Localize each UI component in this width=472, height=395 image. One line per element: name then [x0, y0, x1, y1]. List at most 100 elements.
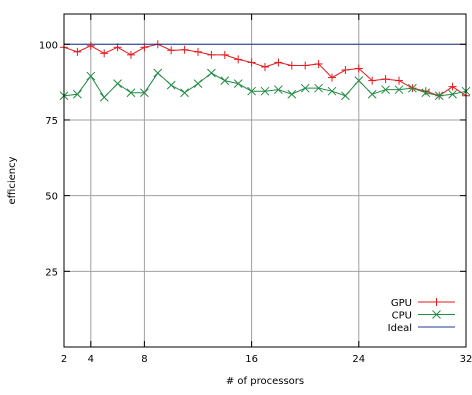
gpu-data-point	[301, 61, 310, 70]
cpu-data-point	[421, 88, 431, 98]
cross-marker-b	[180, 88, 189, 98]
gpu-data-point	[86, 41, 95, 50]
cross-marker-b	[421, 88, 431, 98]
y-tick-label: 25	[45, 267, 58, 278]
legend-label-gpu: GPU	[391, 298, 412, 309]
x-tick-label: 32	[460, 354, 472, 365]
gpu-data-point	[381, 75, 390, 84]
cross-marker-b	[314, 83, 323, 93]
x-axis-label: # of processors	[226, 376, 304, 387]
cpu-data-point	[99, 92, 109, 102]
x-tick-label: 2	[61, 354, 67, 365]
cross-marker-b	[408, 83, 417, 93]
legend-marker-gpu	[432, 298, 441, 306]
cpu-data-point	[86, 71, 96, 81]
gpu-data-point	[207, 50, 216, 59]
cpu-data-point	[207, 68, 216, 78]
cpu-data-point	[180, 88, 189, 98]
cross-marker-b	[260, 86, 270, 96]
cross-marker-b	[247, 86, 256, 96]
gpu-data-point	[341, 66, 350, 75]
x-tick-label: 24	[352, 354, 365, 365]
cpu-data-point	[314, 83, 323, 93]
cpu-data-point	[367, 89, 377, 99]
gpu-data-point	[261, 62, 269, 71]
x-tick-label: 16	[245, 354, 258, 365]
gpu-data-point	[368, 76, 377, 85]
cross-marker-b	[274, 85, 283, 95]
cpu-data-point	[394, 85, 404, 95]
gpu-data-point	[354, 64, 363, 73]
cross-marker-b	[193, 79, 203, 88]
cpu-series	[59, 68, 471, 102]
cross-marker-b	[153, 68, 163, 78]
cpu-data-point	[448, 89, 457, 99]
cross-marker-b	[73, 89, 82, 99]
cross-marker-b	[327, 86, 337, 96]
cpu-data-point	[220, 76, 230, 85]
legend-label-ideal: Ideal	[388, 323, 412, 334]
cpu-data-point	[434, 91, 444, 101]
cross-marker-b	[434, 91, 444, 101]
cross-marker-b	[140, 88, 149, 98]
gpu-data-point	[73, 47, 82, 56]
x-tick-label: 4	[88, 354, 94, 365]
gpu-data-point	[234, 55, 243, 64]
cross-marker-b	[448, 89, 457, 99]
cpu-data-point	[247, 86, 256, 96]
gpu-data-point	[274, 58, 283, 67]
cpu-data-point	[113, 79, 122, 88]
gpu-data-point	[328, 73, 336, 82]
series-layer	[59, 40, 471, 102]
cross-marker-b	[354, 76, 364, 85]
gpu-data-point	[287, 61, 296, 70]
cpu-data-point	[408, 83, 417, 93]
tick-marks	[63, 14, 467, 347]
gpu-data-point	[247, 58, 256, 67]
cross-marker-b	[367, 89, 377, 99]
cross-marker-b	[166, 80, 176, 90]
cpu-data-point	[73, 89, 82, 99]
gpu-data-point	[220, 50, 229, 59]
legend-label-cpu: CPU	[392, 311, 412, 322]
cross-marker-b	[432, 310, 441, 319]
gpu-data-point	[421, 87, 430, 96]
gpu-data-point	[180, 45, 189, 54]
gpu-data-point	[127, 50, 135, 59]
cross-marker-b	[287, 89, 297, 99]
cross-marker-b	[300, 83, 310, 93]
gpu-data-point	[448, 82, 457, 91]
cross-marker-b	[394, 85, 404, 95]
cross-marker-b	[220, 76, 230, 85]
gpu-series	[60, 40, 470, 100]
cross-marker-b	[86, 71, 96, 81]
cpu-data-point	[354, 76, 364, 85]
cpu-data-point	[381, 85, 390, 95]
cross-marker-b	[113, 79, 122, 88]
cpu-data-point	[193, 79, 203, 88]
gpu-data-point	[194, 47, 202, 56]
gpu-data-point	[100, 49, 109, 58]
y-tick-label: 75	[45, 116, 58, 127]
gpu-data-point	[314, 59, 323, 68]
cpu-data-point	[233, 79, 243, 88]
legend-marker-cpu	[432, 310, 441, 319]
cpu-data-point	[140, 88, 149, 98]
cpu-data-point	[166, 80, 176, 90]
cross-marker-b	[341, 91, 350, 101]
y-axis-label: efficiency	[7, 156, 18, 204]
x-tick-label: 8	[141, 354, 147, 365]
cpu-data-point	[274, 85, 283, 95]
cpu-data-point	[153, 68, 163, 78]
cross-marker-b	[233, 79, 243, 88]
cross-marker-b	[381, 85, 390, 95]
gpu-data-point	[395, 76, 403, 85]
cpu-data-point	[327, 86, 337, 96]
y-tick-label: 100	[39, 40, 58, 51]
cross-marker-b	[99, 92, 109, 102]
cpu-series-line	[63, 72, 467, 99]
